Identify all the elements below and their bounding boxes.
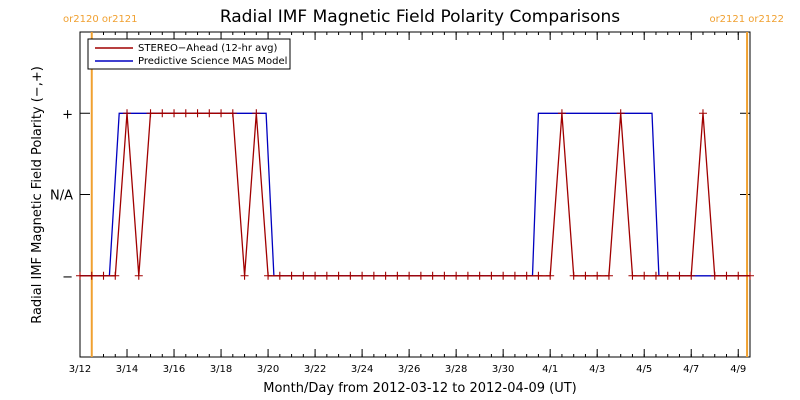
chart-title: Radial IMF Magnetic Field Polarity Compa… — [220, 7, 620, 27]
x-axis-ticks: 3/12 3/14 3/16 3/18 3/20 3/22 3/24 3/26 3/28 3/30… — [69, 32, 751, 375]
x-tick-label: 3/20 — [257, 364, 279, 375]
stereo-ahead-point — [687, 271, 696, 280]
x-tick-label: 4/1 — [542, 364, 558, 375]
stereo-ahead-point — [616, 109, 625, 118]
stereo-ahead-point — [405, 271, 414, 280]
stereo-ahead-point — [193, 109, 202, 118]
stereo-ahead-point — [593, 271, 602, 280]
stereo-ahead-point — [76, 271, 84, 280]
x-tick-label: 3/22 — [304, 364, 326, 375]
x-axis-label: Month/Day from 2012-03-12 to 2012-04-09 … — [263, 381, 576, 396]
stereo-ahead-point — [87, 271, 96, 280]
mas-model-line — [80, 112, 750, 277]
carrington-markers: or2120 or2121 or2121 or2122 — [63, 14, 784, 357]
stereo-ahead-point — [487, 271, 496, 280]
stereo-ahead-point — [546, 271, 555, 280]
stereo-ahead-point — [123, 109, 132, 118]
stereo-ahead-point — [581, 271, 590, 280]
stereo-ahead-point — [416, 271, 425, 280]
stereo-ahead-point — [334, 271, 343, 280]
x-tick-label: 3/28 — [445, 364, 467, 375]
x-tick-label: 4/9 — [730, 364, 746, 375]
legend: STEREO−Ahead (12-hr avg) Predictive Scie… — [87, 38, 291, 70]
x-tick-label: 3/12 — [69, 364, 91, 375]
x-tick-label: 3/14 — [116, 364, 138, 375]
y-tick-label: N/A — [50, 189, 73, 204]
y-tick-label: − — [62, 270, 73, 285]
stereo-ahead-point — [275, 271, 284, 280]
stereo-ahead-point — [628, 271, 637, 280]
x-tick-label: 3/18 — [210, 364, 232, 375]
x-tick-label: 3/16 — [163, 364, 185, 375]
stereo-ahead-point — [452, 271, 461, 280]
stereo-ahead-point — [181, 109, 190, 118]
stereo-ahead-point — [217, 109, 226, 118]
x-tick-label: 4/7 — [683, 364, 699, 375]
stereo-ahead-point — [698, 109, 707, 118]
stereo-ahead-point — [522, 271, 531, 280]
stereo-ahead-point — [710, 271, 719, 280]
stereo-ahead-point — [463, 271, 472, 280]
stereo-ahead-point — [369, 271, 378, 280]
y-axis-label: Radial IMF Magnetic Field Polarity (−,+) — [30, 66, 45, 324]
stereo-ahead-point — [240, 271, 249, 280]
legend-entry-stereo: STEREO−Ahead (12-hr avg) — [138, 43, 278, 54]
stereo-ahead-point — [722, 271, 731, 280]
x-tick-label: 3/26 — [398, 364, 420, 375]
stereo-ahead-point — [510, 271, 519, 280]
stereo-ahead-point — [428, 271, 437, 280]
y-axis-ticks: − N/A + — [50, 107, 750, 285]
stereo-ahead-point — [475, 271, 484, 280]
stereo-ahead-point — [228, 109, 237, 118]
stereo-ahead-point — [252, 109, 261, 118]
stereo-ahead-point — [158, 109, 167, 118]
legend-entry-mas: Predictive Science MAS Model — [138, 56, 287, 67]
stereo-ahead-point — [205, 109, 214, 118]
stereo-ahead-point — [311, 271, 320, 280]
x-tick-label: 3/30 — [492, 364, 514, 375]
stereo-ahead-point — [111, 271, 120, 280]
y-tick-label: + — [62, 107, 73, 122]
stereo-ahead-point — [499, 271, 508, 280]
stereo-ahead-point — [99, 271, 108, 280]
x-tick-label: 4/3 — [589, 364, 605, 375]
stereo-ahead-point — [381, 271, 390, 280]
stereo-ahead-point — [134, 271, 143, 280]
stereo-ahead-point — [734, 271, 743, 280]
x-tick-label: 3/24 — [351, 364, 373, 375]
stereo-ahead-point — [675, 271, 684, 280]
stereo-ahead-point — [346, 271, 355, 280]
plot-border — [79, 31, 751, 358]
stereo-ahead-point — [440, 271, 449, 280]
stereo-ahead-point — [663, 271, 672, 280]
stereo-ahead-line — [80, 112, 750, 277]
plot-frame — [79, 31, 751, 358]
stereo-ahead-point — [557, 109, 566, 118]
stereo-ahead-point — [651, 271, 660, 280]
x-tick-label: 4/5 — [636, 364, 652, 375]
stereo-ahead-point — [264, 271, 273, 280]
stereo-ahead-point — [322, 271, 331, 280]
series-layer — [76, 109, 754, 280]
stereo-ahead-point — [746, 271, 754, 280]
stereo-ahead-point — [146, 109, 155, 118]
stereo-ahead-point — [534, 271, 543, 280]
stereo-ahead-point — [170, 109, 179, 118]
stereo-ahead-point — [393, 271, 402, 280]
carrington-label: or2120 or2121 — [63, 14, 138, 25]
stereo-ahead-point — [640, 271, 649, 280]
stereo-ahead-point — [299, 271, 308, 280]
stereo-ahead-point — [358, 271, 367, 280]
legend-box — [87, 38, 291, 70]
stereo-ahead-point — [569, 271, 578, 280]
stereo-ahead-point — [604, 271, 613, 280]
stereo-ahead-point — [287, 271, 296, 280]
carrington-label: or2121 or2122 — [709, 14, 784, 25]
